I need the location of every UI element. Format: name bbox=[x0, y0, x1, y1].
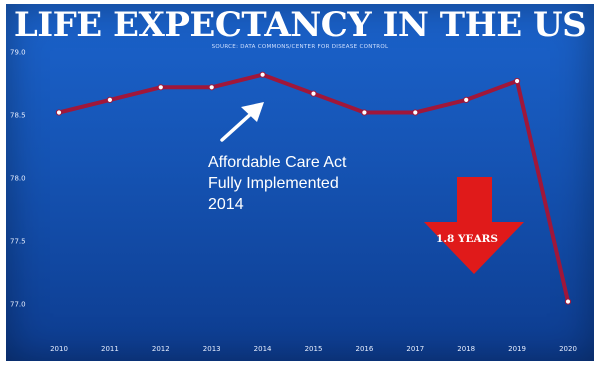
x-tick-label: 2011 bbox=[101, 345, 119, 353]
data-point bbox=[311, 91, 316, 96]
x-tick-label: 2015 bbox=[305, 345, 323, 353]
x-tick-label: 2012 bbox=[152, 345, 170, 353]
chart-title: LIFE EXPECTANCY IN THE US bbox=[14, 5, 586, 45]
chart-panel: LIFE EXPECTANCY IN THE US SOURCE: DATA C… bbox=[6, 4, 594, 361]
annotation-aca-line1: Affordable Care Act bbox=[208, 154, 347, 171]
y-axis: 79.0 78.5 78.0 77.5 77.0 bbox=[10, 49, 26, 309]
annotation-aca-line3: 2014 bbox=[208, 196, 244, 213]
red-down-arrow-icon bbox=[424, 177, 524, 274]
x-axis: 2010 2011 2012 2013 2014 2015 2016 2017 2018 2019… bbox=[50, 345, 577, 353]
y-tick-label: 77.0 bbox=[10, 301, 26, 309]
data-point bbox=[56, 110, 61, 115]
data-point bbox=[464, 97, 469, 102]
annotation-drop: 1.8 YEARS bbox=[436, 233, 498, 245]
life-expectancy-chart: LIFE EXPECTANCY IN THE US SOURCE: DATA C… bbox=[6, 4, 594, 361]
data-point bbox=[413, 110, 418, 115]
white-arrow-icon bbox=[222, 102, 264, 140]
x-tick-label: 2016 bbox=[355, 345, 373, 353]
x-tick-label: 2018 bbox=[457, 345, 475, 353]
x-tick-label: 2014 bbox=[254, 345, 272, 353]
data-point bbox=[260, 72, 265, 77]
chart-subtitle: SOURCE: DATA COMMONS/CENTER FOR DISEASE … bbox=[212, 44, 389, 50]
x-tick-label: 2010 bbox=[50, 345, 68, 353]
x-tick-label: 2017 bbox=[406, 345, 424, 353]
x-tick-label: 2013 bbox=[203, 345, 221, 353]
annotation-aca-line2: Fully Implemented bbox=[208, 175, 339, 192]
y-tick-label: 79.0 bbox=[10, 49, 26, 57]
data-point bbox=[515, 78, 520, 83]
x-tick-label: 2020 bbox=[559, 345, 577, 353]
data-point bbox=[565, 299, 570, 304]
y-tick-label: 78.0 bbox=[10, 175, 26, 183]
x-tick-label: 2019 bbox=[508, 345, 526, 353]
data-point bbox=[209, 85, 214, 90]
data-point bbox=[362, 110, 367, 115]
y-tick-label: 77.5 bbox=[10, 238, 26, 246]
data-point bbox=[158, 85, 163, 90]
data-point bbox=[107, 97, 112, 102]
y-tick-label: 78.5 bbox=[10, 112, 26, 120]
